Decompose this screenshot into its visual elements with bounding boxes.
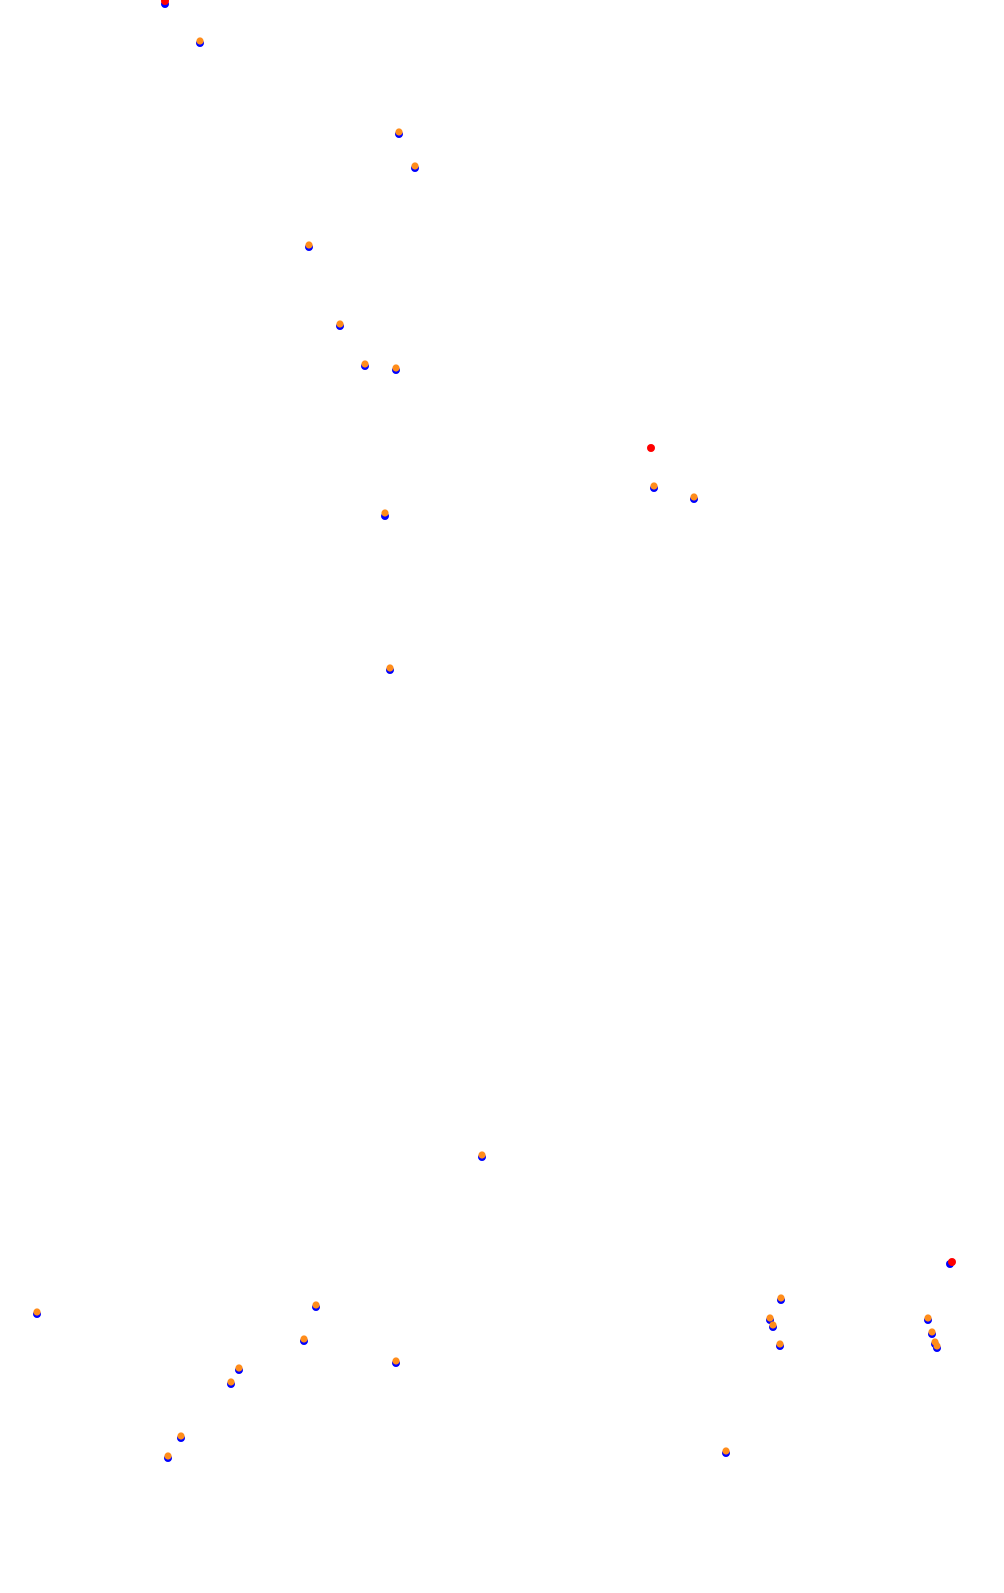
point bbox=[161, 0, 169, 5]
point bbox=[196, 37, 204, 45]
point bbox=[227, 1378, 235, 1386]
point bbox=[769, 1321, 777, 1329]
point bbox=[164, 1452, 172, 1460]
point bbox=[361, 360, 369, 368]
point bbox=[177, 1432, 185, 1440]
point bbox=[776, 1340, 784, 1348]
point bbox=[336, 320, 344, 328]
point bbox=[928, 1328, 936, 1336]
point bbox=[386, 664, 394, 672]
point bbox=[305, 241, 313, 249]
point bbox=[392, 1357, 400, 1365]
point bbox=[933, 1342, 941, 1350]
point bbox=[312, 1301, 320, 1309]
point bbox=[690, 493, 698, 501]
point bbox=[647, 444, 655, 452]
point bbox=[392, 364, 400, 372]
point bbox=[924, 1314, 932, 1322]
point bbox=[722, 1447, 730, 1455]
point bbox=[478, 1151, 486, 1159]
point bbox=[777, 1294, 785, 1302]
point bbox=[948, 1258, 956, 1266]
point bbox=[235, 1364, 243, 1372]
point bbox=[395, 128, 403, 136]
point bbox=[766, 1314, 774, 1322]
point bbox=[300, 1335, 308, 1343]
point bbox=[33, 1308, 41, 1316]
point bbox=[411, 162, 419, 170]
point bbox=[381, 509, 389, 517]
point bbox=[650, 482, 658, 490]
